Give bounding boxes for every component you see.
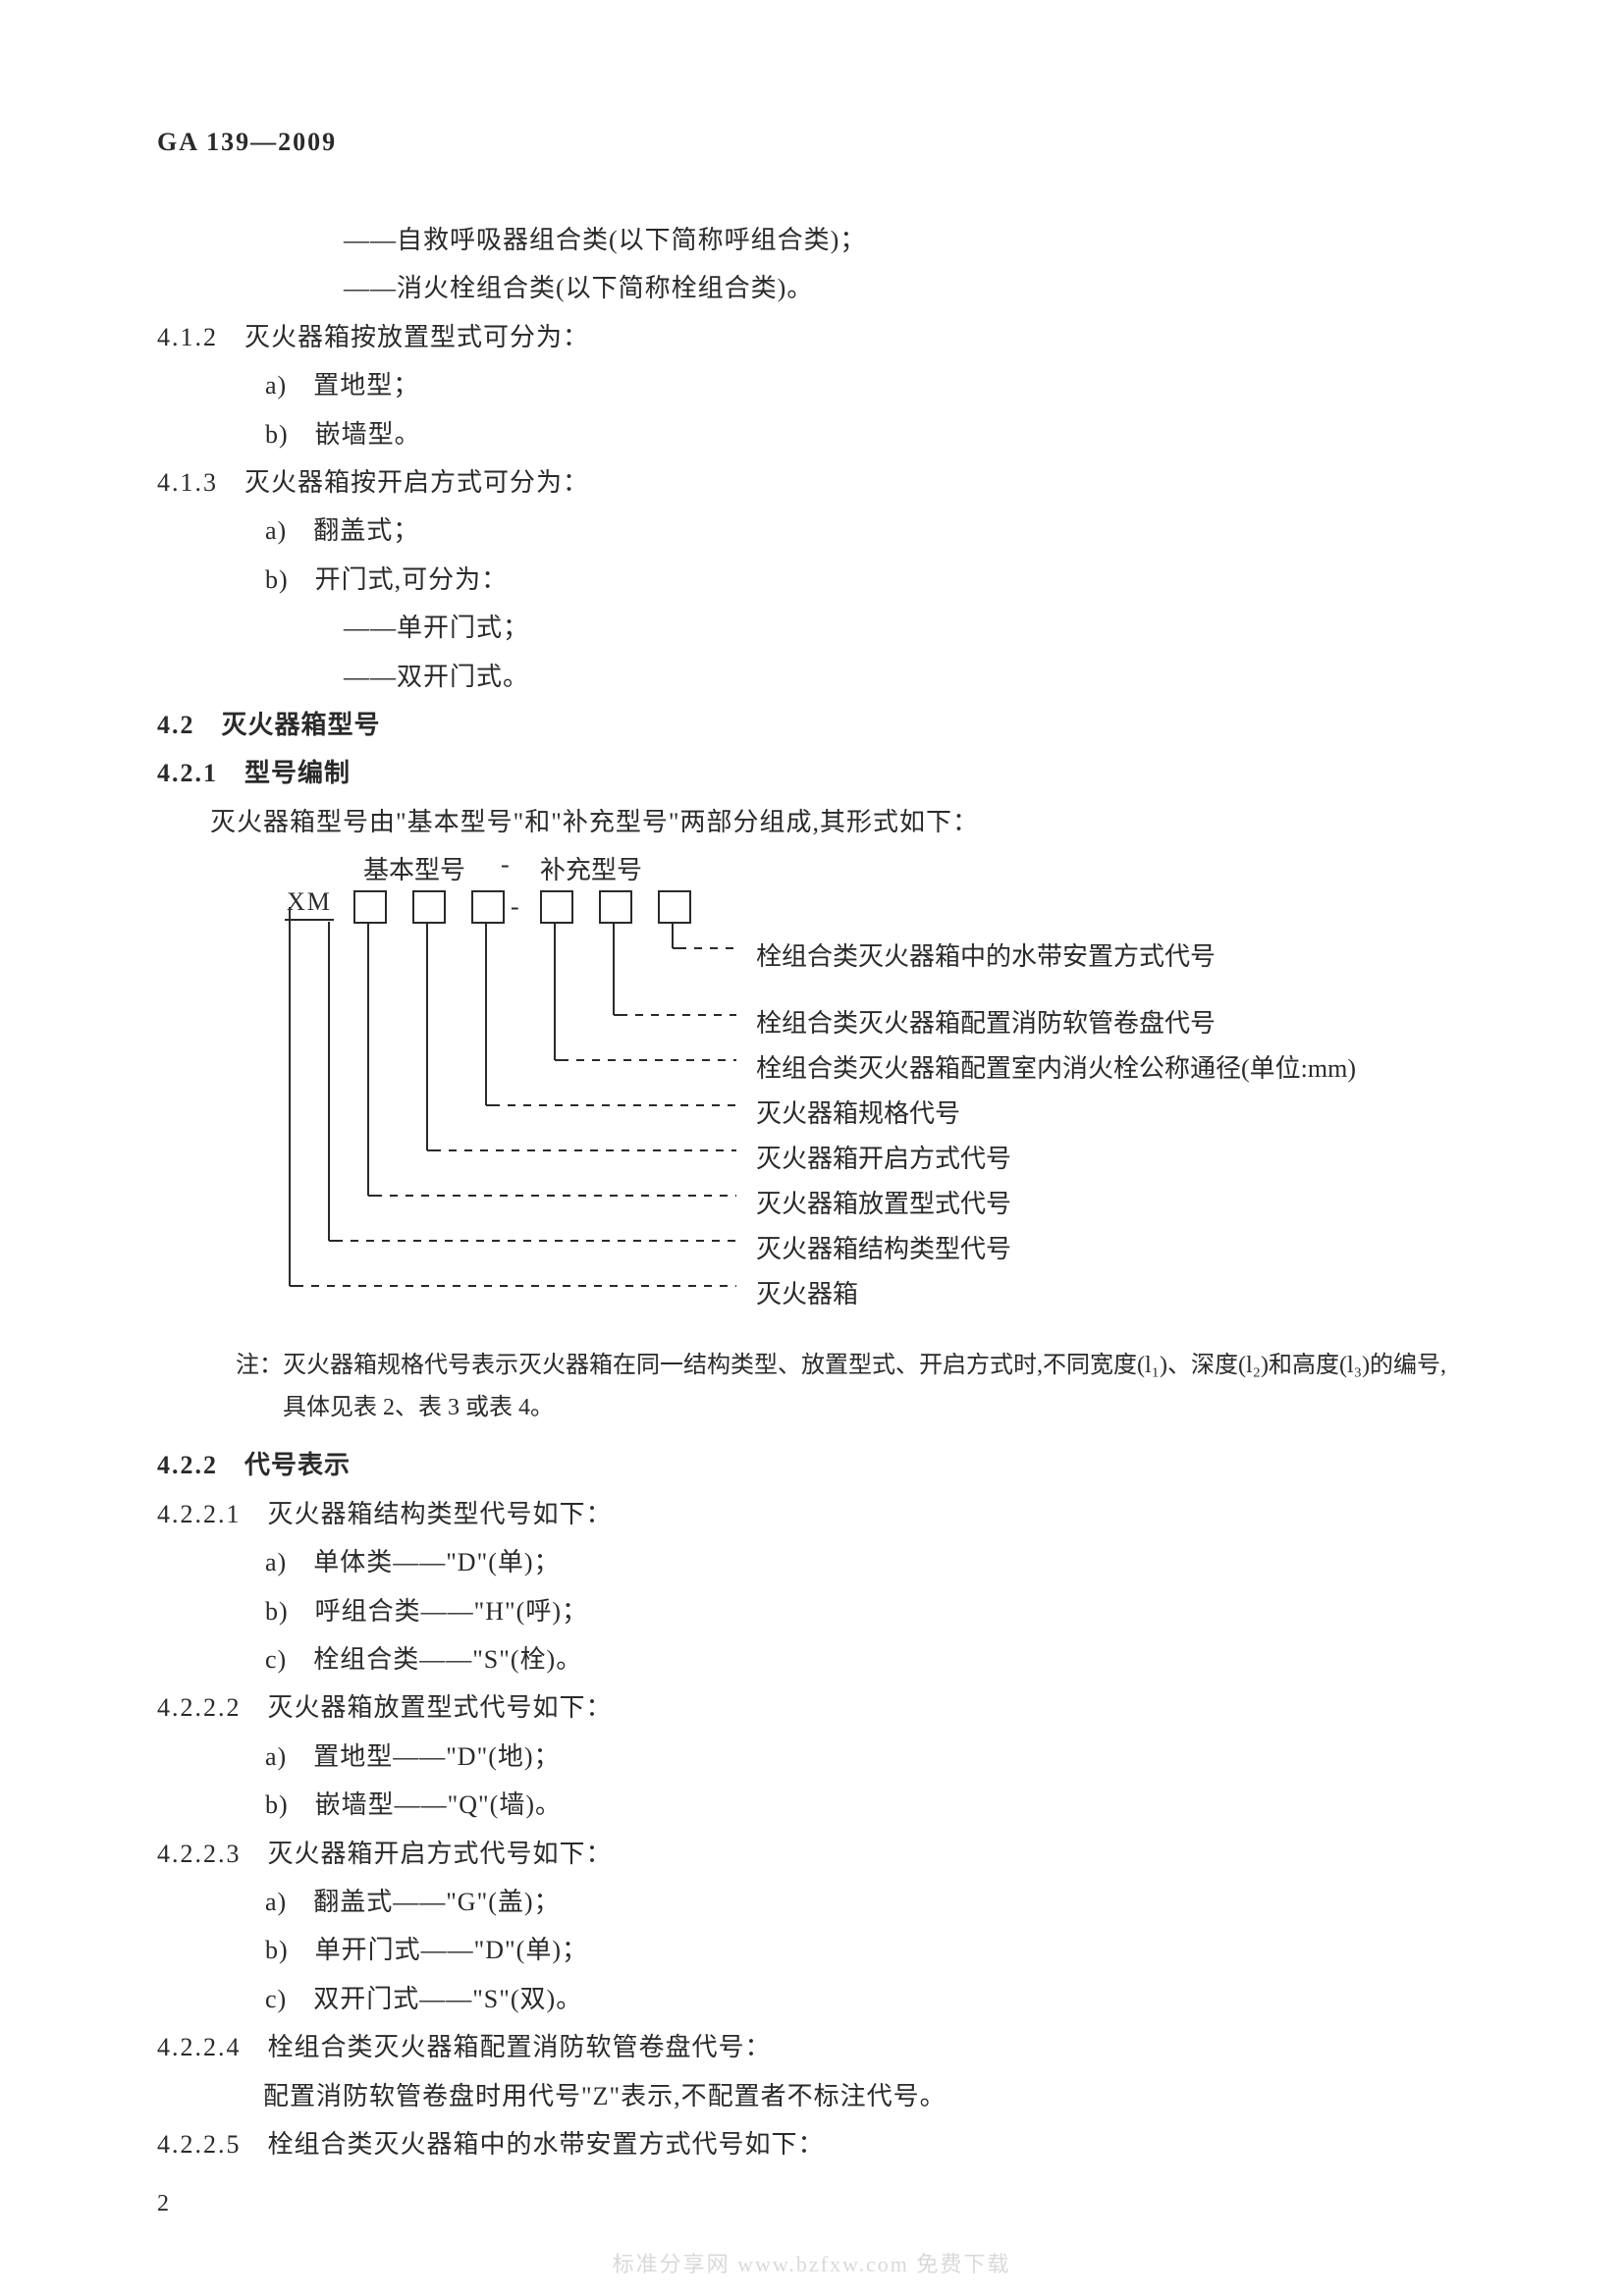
sec-4-2-2: 4.2.2 代号表示 bbox=[157, 1441, 1466, 1489]
sec-title: 型号编制 bbox=[244, 759, 351, 787]
sec-num: 4.2.1 bbox=[157, 759, 218, 787]
sec-title: 灭火器箱开启方式代号如下： bbox=[268, 1840, 613, 1868]
diagram-callout-3: 灭火器箱规格代号 bbox=[756, 1094, 960, 1130]
item-412-b: b) 嵌墙型。 bbox=[157, 410, 1466, 458]
item-413-a: a) 翻盖式； bbox=[157, 507, 1466, 555]
sec-num: 4.2.2.1 bbox=[157, 1500, 242, 1528]
item-4222-a: a) 置地型——"D"(地)； bbox=[157, 1733, 1466, 1781]
model-number-diagram: 基本型号 - 补充型号 XM - 栓组合类灭火器箱中的水带安置方式代号栓组合类灭… bbox=[206, 856, 1483, 1327]
page-number: 2 bbox=[157, 2191, 169, 2217]
note-prefix: 注： bbox=[236, 1353, 283, 1378]
intro-line-1: ——自救呼吸器组合类(以下简称呼组合类)； bbox=[157, 216, 1466, 264]
footer-watermark: 标准分享网 www.bzfxw.com 免费下载 bbox=[0, 2247, 1623, 2278]
item-413-b2: ——双开门式。 bbox=[157, 653, 1466, 701]
sec-4-2-2-1: 4.2.2.1 灭火器箱结构类型代号如下： bbox=[157, 1490, 1466, 1538]
sec-num: 4.2 bbox=[157, 711, 195, 739]
sec-num: 4.1.2 bbox=[157, 323, 218, 351]
sec-title: 栓组合类灭火器箱配置消防软管卷盘代号： bbox=[268, 2033, 772, 2061]
sec-title: 灭火器箱型号 bbox=[222, 711, 381, 739]
sec-title: 灭火器箱结构类型代号如下： bbox=[268, 1500, 613, 1528]
diagram-callout-6: 灭火器箱结构类型代号 bbox=[756, 1229, 1011, 1265]
sec-title: 灭火器箱放置型式代号如下： bbox=[268, 1693, 613, 1722]
diagram-callout-2: 栓组合类灭火器箱配置室内消火栓公称通径(单位:mm) bbox=[756, 1048, 1356, 1085]
sec-num: 4.2.2.5 bbox=[157, 2130, 242, 2159]
page: GA 139—2009 ——自救呼吸器组合类(以下简称呼组合类)； ——消火栓组… bbox=[0, 0, 1623, 2296]
diagram-callout-0: 栓组合类灭火器箱中的水带安置方式代号 bbox=[756, 936, 1216, 973]
sec-4-2-2-4: 4.2.2.4 栓组合类灭火器箱配置消防软管卷盘代号： bbox=[157, 2023, 1466, 2071]
sec-4-2-2-2: 4.2.2.2 灭火器箱放置型式代号如下： bbox=[157, 1683, 1466, 1732]
sec-num: 4.2.2.2 bbox=[157, 1693, 242, 1722]
diagram-callout-7: 灭火器箱 bbox=[756, 1274, 858, 1310]
sec-title: 栓组合类灭火器箱中的水带安置方式代号如下： bbox=[268, 2130, 825, 2159]
sec-4-2-2-3: 4.2.2.3 灭火器箱开启方式代号如下： bbox=[157, 1830, 1466, 1878]
sec-4-1-3: 4.1.3 灭火器箱按开启方式可分为： bbox=[157, 458, 1466, 507]
sec-num: 4.2.2.4 bbox=[157, 2033, 242, 2061]
item-4221-c: c) 栓组合类——"S"(栓)。 bbox=[157, 1635, 1466, 1683]
sec-421-body: 灭火器箱型号由"基本型号"和"补充型号"两部分组成,其形式如下： bbox=[157, 798, 1466, 846]
item-413-b1: ——单开门式； bbox=[157, 604, 1466, 652]
sec-4224-body: 配置消防软管卷盘时用代号"Z"表示,不配置者不标注代号。 bbox=[157, 2072, 1466, 2120]
sec-4-1-2: 4.1.2 灭火器箱按放置型式可分为： bbox=[157, 313, 1466, 361]
sec-4-2-2-5: 4.2.2.5 栓组合类灭火器箱中的水带安置方式代号如下： bbox=[157, 2120, 1466, 2168]
item-4221-a: a) 单体类——"D"(单)； bbox=[157, 1538, 1466, 1586]
item-412-a: a) 置地型； bbox=[157, 361, 1466, 409]
sec-num: 4.2.2 bbox=[157, 1451, 218, 1479]
item-4223-b: b) 单开门式——"D"(单)； bbox=[157, 1926, 1466, 1974]
sec-title: 代号表示 bbox=[244, 1451, 351, 1479]
diagram-note: 注：灭火器箱规格代号表示灭火器箱在同一结构类型、放置型式、开启方式时,不同宽度(… bbox=[214, 1345, 1466, 1429]
note-text: 灭火器箱规格代号表示灭火器箱在同一结构类型、放置型式、开启方式时,不同宽度(l₁… bbox=[283, 1353, 1446, 1420]
intro-line-2: ——消火栓组合类(以下简称栓组合类)。 bbox=[157, 264, 1466, 312]
item-413-b: b) 开门式,可分为： bbox=[157, 556, 1466, 604]
item-4223-c: c) 双开门式——"S"(双)。 bbox=[157, 1975, 1466, 2023]
sec-num: 4.1.3 bbox=[157, 468, 218, 497]
diagram-callout-5: 灭火器箱放置型式代号 bbox=[756, 1184, 1011, 1220]
diagram-callout-4: 灭火器箱开启方式代号 bbox=[756, 1139, 1011, 1175]
item-4222-b: b) 嵌墙型——"Q"(墙)。 bbox=[157, 1781, 1466, 1829]
sec-4-2: 4.2 灭火器箱型号 bbox=[157, 701, 1466, 749]
diagram-callout-1: 栓组合类灭火器箱配置消防软管卷盘代号 bbox=[756, 1003, 1216, 1040]
sec-4-2-1: 4.2.1 型号编制 bbox=[157, 749, 1466, 797]
item-4221-b: b) 呼组合类——"H"(呼)； bbox=[157, 1587, 1466, 1635]
item-4223-a: a) 翻盖式——"G"(盖)； bbox=[157, 1878, 1466, 1926]
doc-header: GA 139—2009 bbox=[157, 128, 1466, 157]
sec-num: 4.2.2.3 bbox=[157, 1840, 242, 1868]
sec-title: 灭火器箱按开启方式可分为： bbox=[244, 468, 589, 497]
sec-title: 灭火器箱按放置型式可分为： bbox=[244, 323, 589, 351]
